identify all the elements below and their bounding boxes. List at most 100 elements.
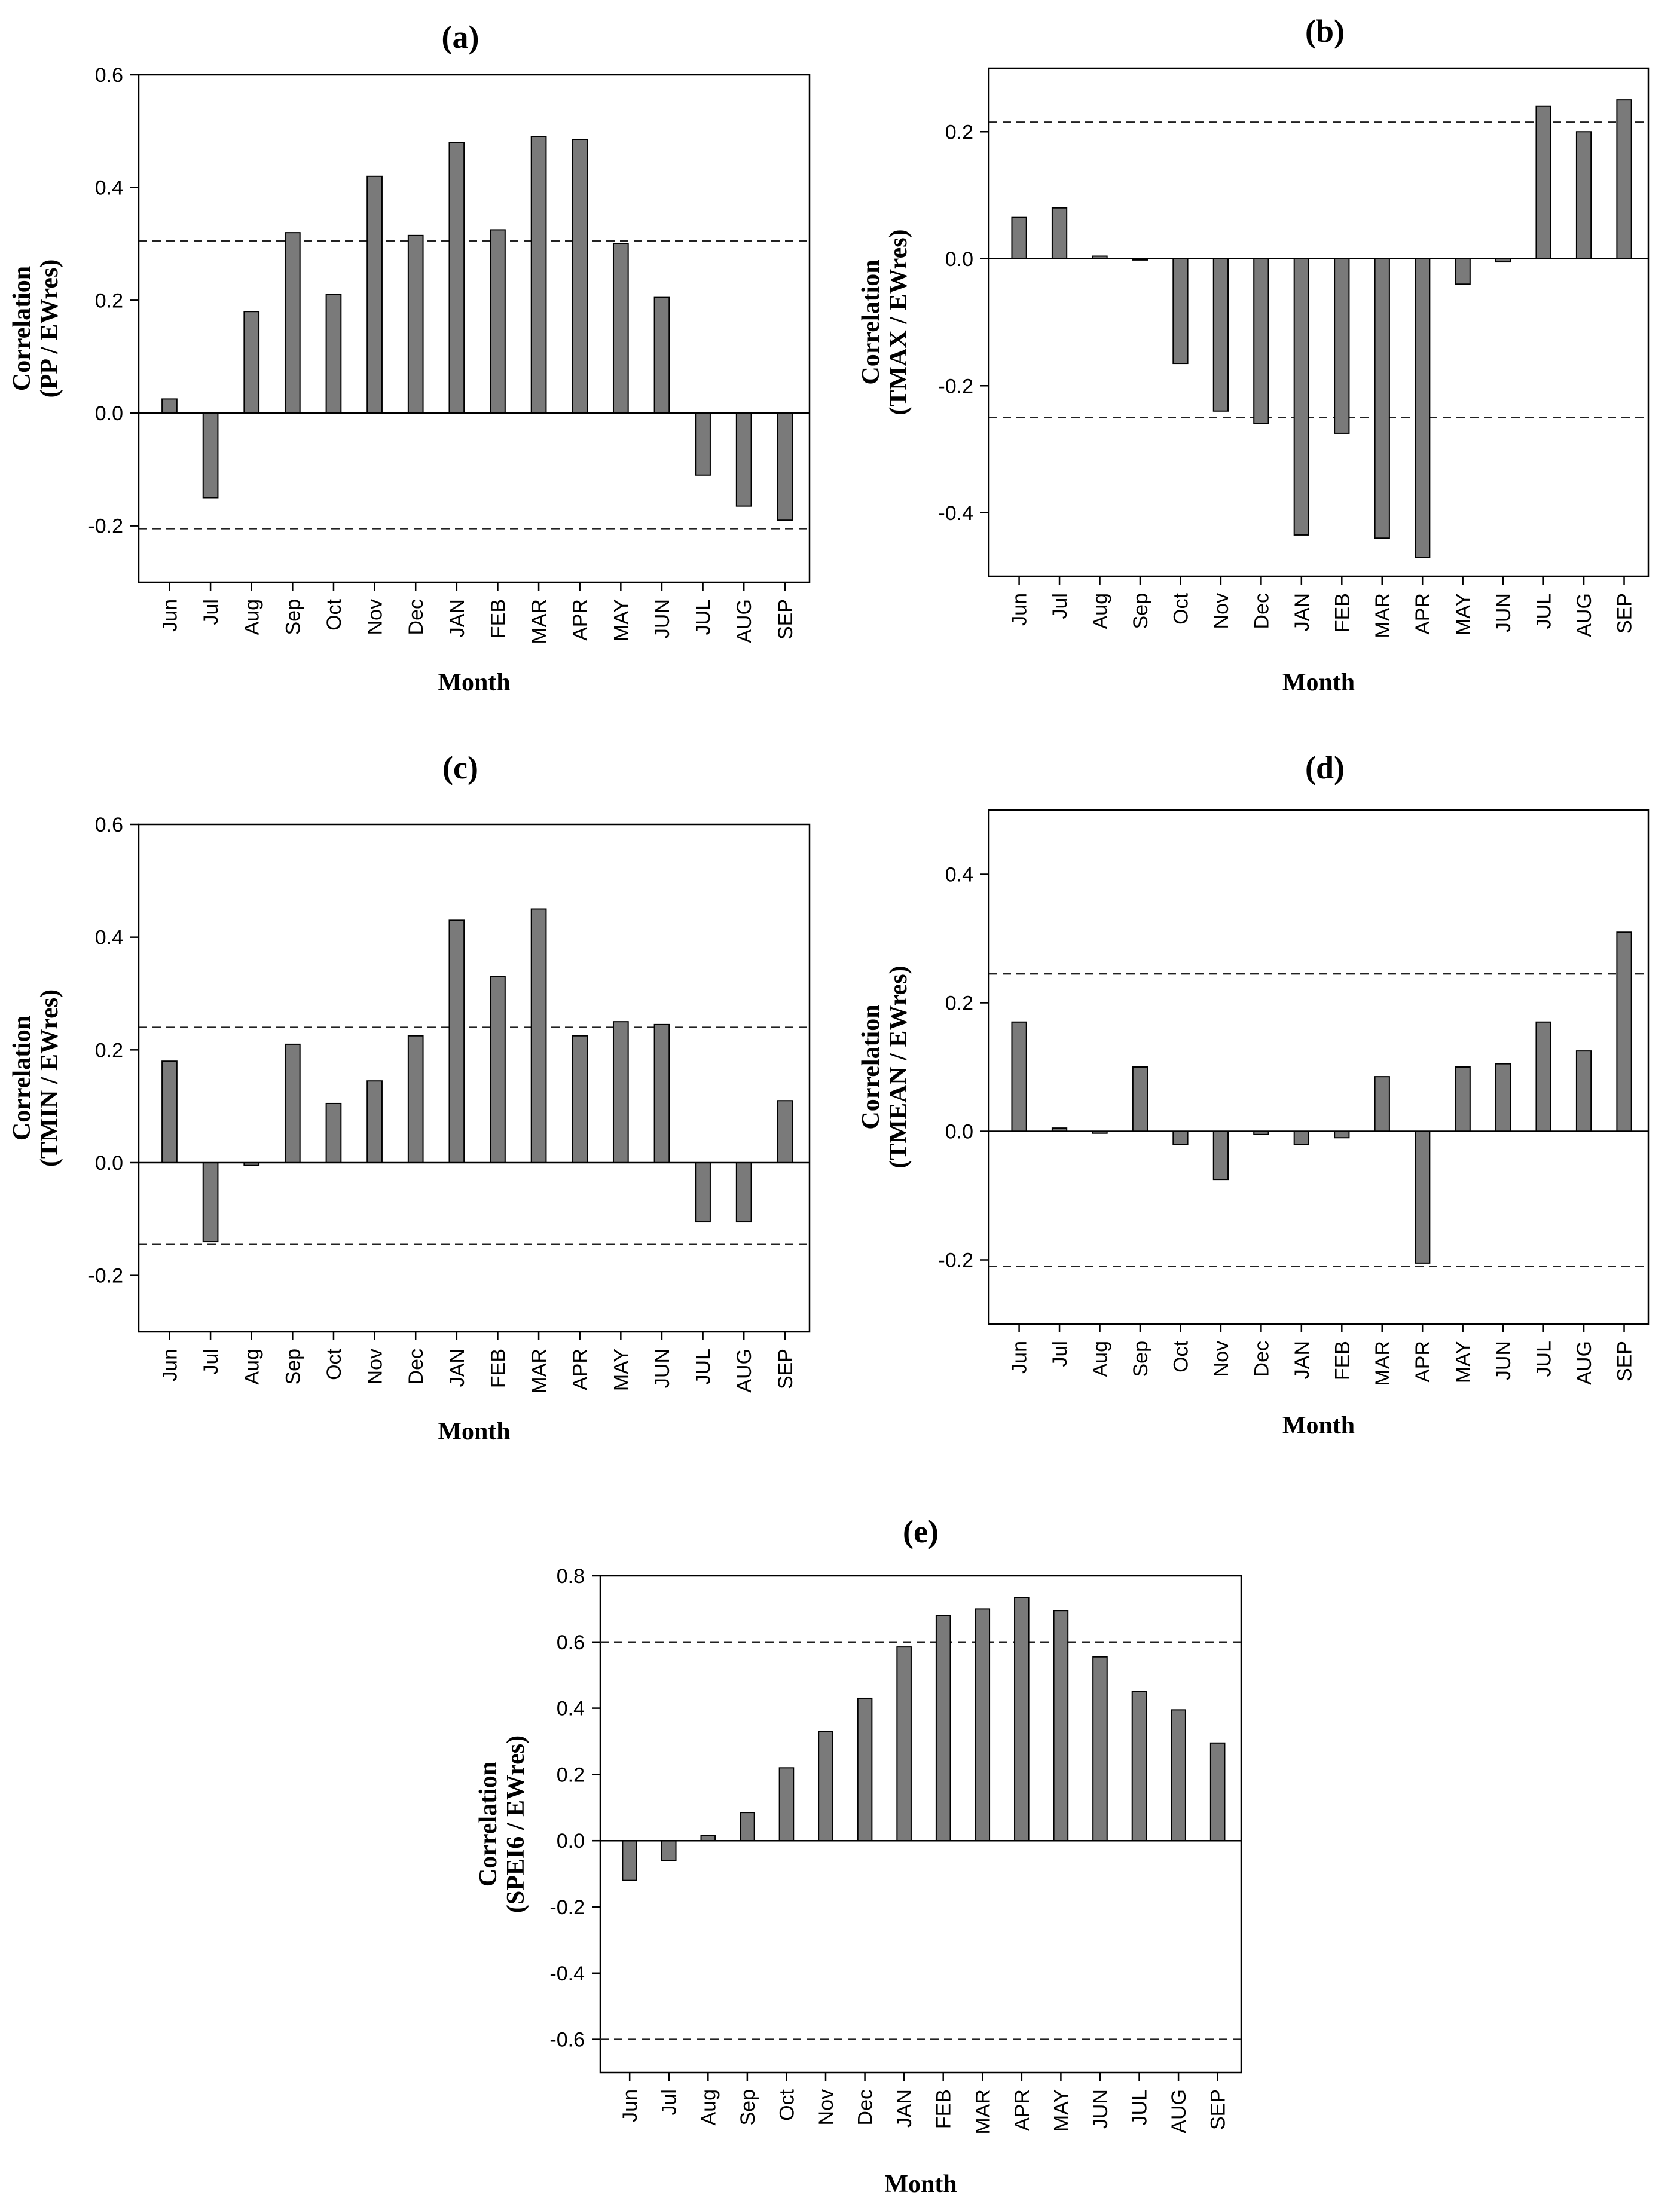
bar-apr — [572, 139, 588, 414]
x-tick-label: Sep — [737, 2089, 759, 2126]
bar-jul — [202, 412, 219, 499]
bar-may — [612, 1021, 629, 1163]
bar-aug — [735, 1162, 752, 1223]
bar-apr — [572, 1035, 588, 1163]
bar-jul — [1051, 207, 1068, 259]
bar-mar — [530, 908, 547, 1163]
x-tick-label: APR — [1412, 593, 1434, 635]
x-tick-label: JUN — [651, 1349, 674, 1388]
bar-jun — [161, 398, 178, 414]
x-tick-label: MAY — [610, 1349, 633, 1391]
bar-dec — [1253, 258, 1269, 424]
x-tick-label: FEB — [487, 1349, 509, 1388]
bar-may — [1053, 1610, 1069, 1842]
x-tick-label: Jul — [200, 599, 222, 625]
y-tick-label: 0.2 — [95, 1039, 123, 1062]
bar-jun — [1495, 1063, 1511, 1132]
bar-feb — [490, 976, 506, 1163]
y-tick-label: 0.4 — [557, 1698, 585, 1720]
panel-label: (b) — [1305, 13, 1345, 49]
x-tick-label: MAY — [1050, 2089, 1073, 2132]
panel-label: (a) — [442, 19, 479, 55]
bar-jun — [1011, 216, 1027, 259]
bar-sep — [284, 232, 301, 414]
bar-nov — [1212, 1130, 1229, 1181]
x-tick-label: MAY — [1452, 1341, 1475, 1383]
bar-jul — [1535, 105, 1551, 259]
panel-label: (e) — [903, 1514, 939, 1549]
x-tick-label: Nov — [1210, 593, 1233, 629]
bar-sep — [1209, 1742, 1226, 1842]
y-tick-label: 0.2 — [945, 121, 973, 143]
x-tick-label: JUL — [1129, 2089, 1151, 2125]
bar-dec — [407, 1035, 424, 1163]
bar-may — [612, 243, 629, 414]
bar-dec — [407, 234, 424, 414]
y-tick-label: 0.0 — [945, 1121, 973, 1144]
bar-feb — [1334, 1130, 1350, 1139]
chart-panel-b: (b) -0.4 -0.2 0.0 0.2 Jun Jul Aug Sep Oct Nov Dec JA… — [857, 13, 1650, 696]
x-tick-label: FEB — [487, 599, 509, 638]
bar-may — [1455, 1066, 1471, 1132]
x-tick-label: MAR — [1372, 593, 1394, 638]
x-tick-label: Oct — [1169, 1340, 1192, 1372]
y-axis-subtitle: (PP / EWres) — [36, 259, 63, 398]
x-tick-label: MAR — [528, 1349, 551, 1394]
x-tick-label: APR — [569, 599, 592, 641]
bar-mar — [1374, 1076, 1390, 1132]
bar-jun — [653, 1023, 670, 1163]
x-tick-label: SEP — [774, 599, 797, 640]
bar-jan — [896, 1646, 912, 1842]
bar-aug — [735, 412, 752, 507]
y-tick-label: -0.4 — [938, 502, 973, 525]
x-tick-label: MAR — [1372, 1341, 1394, 1386]
y-tick-label: 0.0 — [557, 1830, 585, 1853]
x-tick-label: Aug — [1089, 1341, 1112, 1377]
y-tick-label: 0.0 — [945, 248, 973, 271]
bar-jun — [1092, 1656, 1108, 1842]
x-tick-label: MAY — [1452, 593, 1475, 635]
x-tick-label: Jul — [658, 2089, 681, 2115]
x-tick-label: Oct — [323, 598, 346, 630]
chart-panel-d: (d) -0.2 0.0 0.2 0.4 Jun Jul Aug Sep Oct Nov Dec JAN… — [857, 750, 1650, 1439]
y-tick-label: 0.4 — [95, 177, 123, 200]
x-tick-label: Dec — [854, 2089, 877, 2125]
y-tick-label: 0.2 — [945, 992, 973, 1015]
bar-jan — [448, 142, 465, 414]
plot-frame — [599, 1575, 1242, 2074]
y-axis-subtitle: (TMAX / EWres) — [885, 229, 912, 415]
bar-jun — [161, 1060, 178, 1163]
bar-oct — [1172, 1130, 1189, 1145]
y-tick-label: 0.2 — [95, 289, 123, 312]
bar-oct — [778, 1767, 795, 1842]
y-tick-label: -0.2 — [549, 1896, 585, 1919]
plot-frame — [138, 823, 811, 1333]
bar-aug — [243, 311, 260, 414]
bar-jul — [695, 412, 711, 476]
y-axis-title: Correlation — [8, 266, 36, 391]
x-tick-label: MAY — [610, 599, 633, 641]
x-tick-label: Nov — [364, 1349, 387, 1384]
x-tick-label: Jun — [1009, 593, 1031, 626]
bar-oct — [325, 1102, 342, 1163]
x-tick-label: JUN — [1089, 2089, 1112, 2129]
x-tick-label: APR — [569, 1349, 592, 1390]
x-tick-label: Aug — [697, 2089, 720, 2126]
plot-frame — [988, 67, 1650, 577]
x-tick-label: Sep — [1129, 593, 1152, 629]
x-tick-label: JAN — [1291, 593, 1314, 631]
x-tick-label: Jun — [158, 1349, 181, 1381]
x-tick-label: Dec — [405, 599, 427, 635]
y-tick-label: 0.6 — [95, 64, 123, 87]
y-tick-label: 0.6 — [95, 814, 123, 836]
x-tick-label: JUL — [692, 599, 715, 635]
x-tick-label: MAR — [528, 599, 551, 644]
y-tick-label: 0.4 — [945, 864, 973, 887]
y-axis-subtitle: (TMIN / EWres) — [36, 989, 63, 1167]
x-axis-title: Month — [1282, 669, 1355, 696]
bar-sep — [1616, 99, 1632, 259]
bar-jun — [622, 1840, 637, 1881]
bar-nov — [366, 1080, 383, 1164]
x-tick-label: APR — [1011, 2089, 1034, 2131]
